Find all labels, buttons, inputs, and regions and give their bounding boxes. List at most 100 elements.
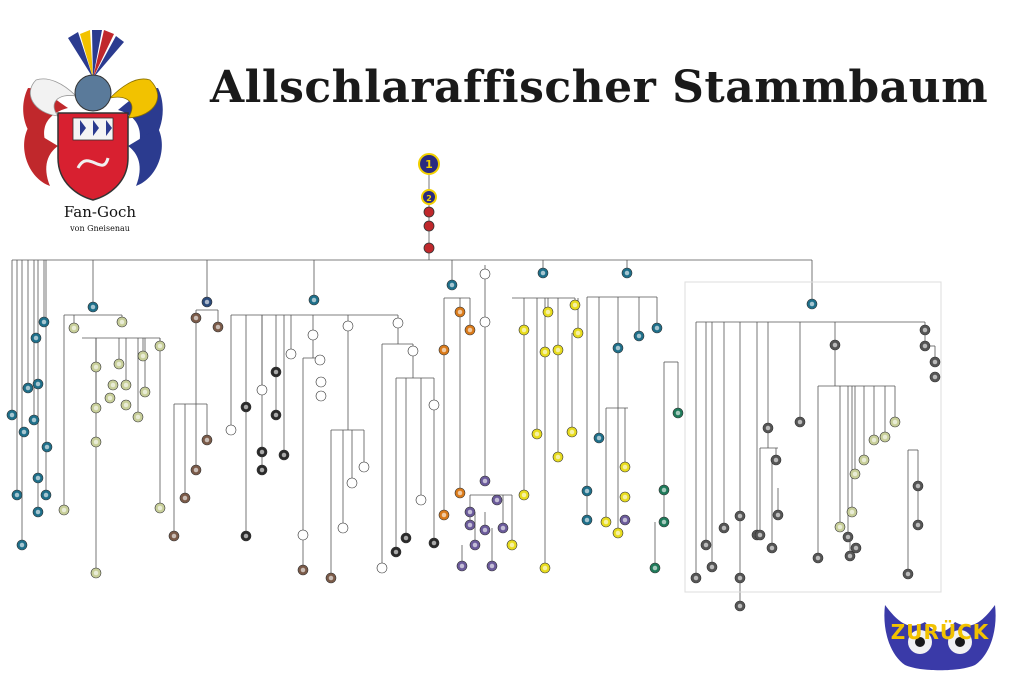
- tree-node-highlight: [494, 497, 500, 503]
- tree-node-highlight: [21, 429, 27, 435]
- tree-node-highlight: [622, 494, 628, 500]
- tree-node-highlight: [204, 437, 210, 443]
- tree-node-highlight: [41, 319, 47, 325]
- tree-node-highlight: [915, 522, 921, 528]
- tree-node-highlight: [654, 325, 660, 331]
- tree-node-highlight: [757, 532, 763, 538]
- page-title: Allschlaraffischer Stammbaum: [210, 62, 989, 113]
- tree-node-highlight: [317, 357, 323, 363]
- tree-node-highlight: [615, 530, 621, 536]
- tree-node-highlight: [871, 437, 877, 443]
- tree-node-highlight: [19, 542, 25, 548]
- root-node[interactable]: [423, 242, 435, 254]
- tree-node-highlight: [737, 513, 743, 519]
- svg-text:1: 1: [425, 158, 433, 171]
- tree-node-highlight: [737, 603, 743, 609]
- tree-node-highlight: [300, 567, 306, 573]
- back-button[interactable]: ZURÜCK: [880, 600, 1000, 672]
- tree-node-highlight: [482, 527, 488, 533]
- tree-node-highlight: [661, 487, 667, 493]
- tree-node-highlight: [540, 270, 546, 276]
- tree-node-highlight: [340, 525, 346, 531]
- root-node[interactable]: [423, 220, 435, 232]
- tree-node-highlight: [281, 452, 287, 458]
- tree-node-highlight: [521, 327, 527, 333]
- tree-node-highlight: [93, 570, 99, 576]
- tree-node-highlight: [61, 507, 67, 513]
- tree-node-highlight: [441, 512, 447, 518]
- tree-node-highlight: [418, 497, 424, 503]
- tree-node-highlight: [204, 299, 210, 305]
- tree-node-highlight: [624, 270, 630, 276]
- tree-node-highlight: [721, 525, 727, 531]
- tree-node-highlight: [349, 480, 355, 486]
- tree-node-highlight: [482, 271, 488, 277]
- tree-node-highlight: [44, 444, 50, 450]
- tree-node-highlight: [395, 320, 401, 326]
- tree-node-highlight: [622, 517, 628, 523]
- tree-node-highlight: [410, 348, 416, 354]
- tree-node-highlight: [393, 549, 399, 555]
- tree-node-highlight: [622, 464, 628, 470]
- tree-node-highlight: [852, 471, 858, 477]
- tree-node-highlight: [93, 364, 99, 370]
- tree-node-highlight: [288, 351, 294, 357]
- tree-node-highlight: [33, 335, 39, 341]
- tree-node-highlight: [71, 325, 77, 331]
- tree-node-highlight: [431, 540, 437, 546]
- tree-node-highlight: [922, 343, 928, 349]
- tree-node-highlight: [43, 492, 49, 498]
- tree-node-highlight: [769, 545, 775, 551]
- tree-node-highlight: [775, 512, 781, 518]
- tree-node-highlight: [615, 345, 621, 351]
- tree-node-highlight: [379, 565, 385, 571]
- subtree-frame: [684, 281, 942, 593]
- tree-node-highlight: [765, 425, 771, 431]
- flag-icon: [68, 30, 124, 78]
- tree-node-highlight: [35, 509, 41, 515]
- tree-node-highlight: [575, 330, 581, 336]
- tree-node-highlight: [853, 545, 859, 551]
- tree-node-highlight: [259, 449, 265, 455]
- tree-node-highlight: [809, 301, 815, 307]
- tree-node-highlight: [542, 349, 548, 355]
- tree-node-highlight: [107, 395, 113, 401]
- owl-icon: [884, 605, 996, 671]
- tree-node-highlight: [345, 323, 351, 329]
- tree-node-highlight: [31, 417, 37, 423]
- svg-text:2: 2: [426, 194, 432, 203]
- tree-node-highlight: [318, 393, 324, 399]
- crest-name: Fan-Goch: [63, 203, 137, 221]
- tree-node-highlight: [273, 412, 279, 418]
- tree-node-highlight: [93, 405, 99, 411]
- root-node[interactable]: 2: [421, 189, 437, 205]
- tree-node-highlight: [171, 533, 177, 539]
- tree-node-highlight: [467, 327, 473, 333]
- tree-node-highlight: [500, 525, 506, 531]
- tree-node-highlight: [467, 509, 473, 515]
- tree-node-highlight: [300, 532, 306, 538]
- tree-node-highlight: [157, 343, 163, 349]
- tree-node-highlight: [431, 402, 437, 408]
- tree-node-highlight: [459, 563, 465, 569]
- tree-node-highlight: [116, 361, 122, 367]
- tree-node-highlight: [328, 575, 334, 581]
- tree-node-highlight: [797, 419, 803, 425]
- tree-node-highlight: [584, 517, 590, 523]
- tree-node-highlight: [847, 553, 853, 559]
- tree-node-highlight: [90, 304, 96, 310]
- coat-of-arms-logo: [18, 18, 168, 208]
- tree-node-highlight: [311, 297, 317, 303]
- tree-node-highlight: [441, 347, 447, 353]
- tree-node-highlight: [457, 490, 463, 496]
- tree-node-highlight: [521, 492, 527, 498]
- tree-node-highlight: [534, 431, 540, 437]
- tree-node-highlight: [596, 435, 602, 441]
- tree-node-highlight: [310, 332, 316, 338]
- tree-node-highlight: [35, 381, 41, 387]
- back-button-label: ZURÜCK: [890, 620, 990, 644]
- root-node[interactable]: [423, 206, 435, 218]
- root-node[interactable]: 1: [418, 153, 440, 175]
- tree-node-highlight: [123, 382, 129, 388]
- tree-node-highlight: [905, 571, 911, 577]
